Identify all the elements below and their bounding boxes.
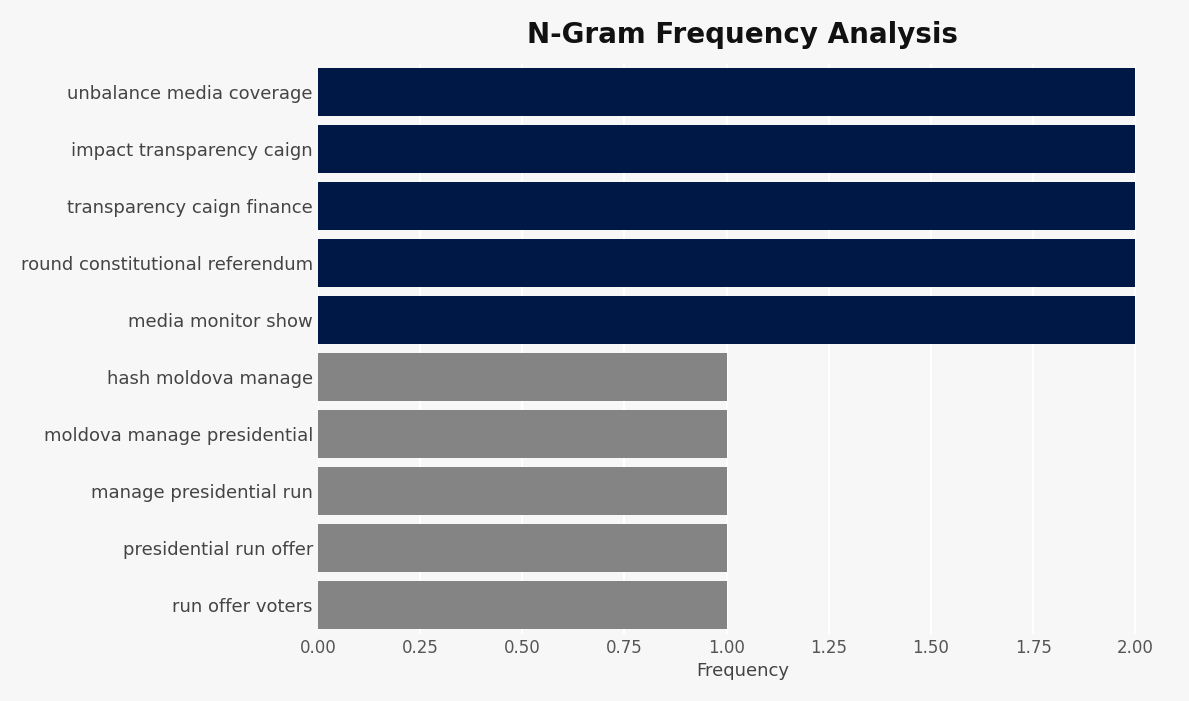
Bar <box>317 125 1135 173</box>
Title: N-Gram Frequency Analysis: N-Gram Frequency Analysis <box>528 21 958 49</box>
Bar <box>317 581 726 629</box>
Bar <box>317 467 726 515</box>
Bar <box>317 524 726 573</box>
X-axis label: Frequency: Frequency <box>697 662 789 680</box>
Bar <box>317 296 1135 344</box>
Bar <box>317 182 1135 231</box>
Bar <box>317 239 1135 287</box>
Bar <box>317 410 726 458</box>
Bar <box>317 353 726 402</box>
Bar <box>317 68 1135 116</box>
